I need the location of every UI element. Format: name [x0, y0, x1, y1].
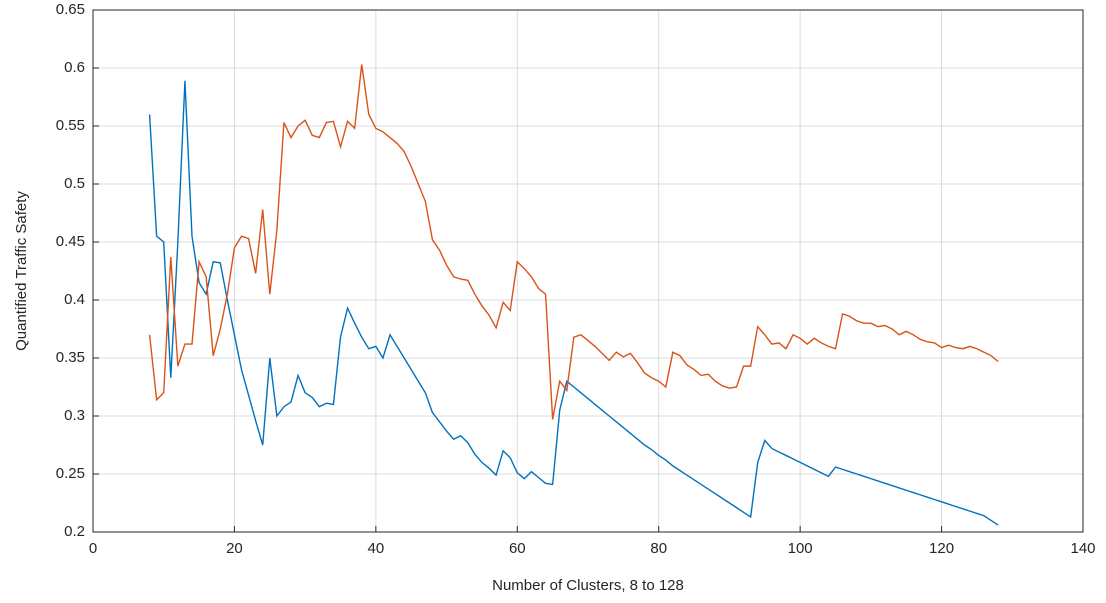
line-series: [148, 80, 999, 526]
x-tick-label: 40: [368, 540, 385, 557]
y-tick-label: 0.4: [64, 291, 85, 308]
y-tick-label: 0.3: [64, 407, 85, 424]
y-tick-label: 0.2: [64, 523, 85, 540]
x-axis-label: Number of Clusters, 8 to 128: [492, 577, 684, 594]
y-tick-label: 0.6: [64, 59, 85, 76]
x-tick-label: 60: [509, 540, 526, 557]
y-axis-label: Quantified Traffic Safety: [13, 191, 30, 351]
x-tick-label: 120: [929, 540, 954, 557]
x-tick-label: 20: [226, 540, 243, 557]
x-tick-label: 0: [89, 540, 97, 557]
x-tick-label: 80: [650, 540, 667, 557]
y-tick-label: 0.55: [56, 117, 85, 134]
y-tick-label: 0.45: [56, 233, 85, 250]
x-tick-label: 140: [1070, 540, 1095, 557]
y-tick-label: 0.25: [56, 465, 85, 482]
x-tick-label: 100: [788, 540, 813, 557]
line-series: [148, 64, 999, 420]
y-tick-label: 0.65: [56, 1, 85, 18]
y-tick-label: 0.35: [56, 349, 85, 366]
plot-box: [92, 9, 1084, 533]
y-tick-label: 0.5: [64, 175, 85, 192]
